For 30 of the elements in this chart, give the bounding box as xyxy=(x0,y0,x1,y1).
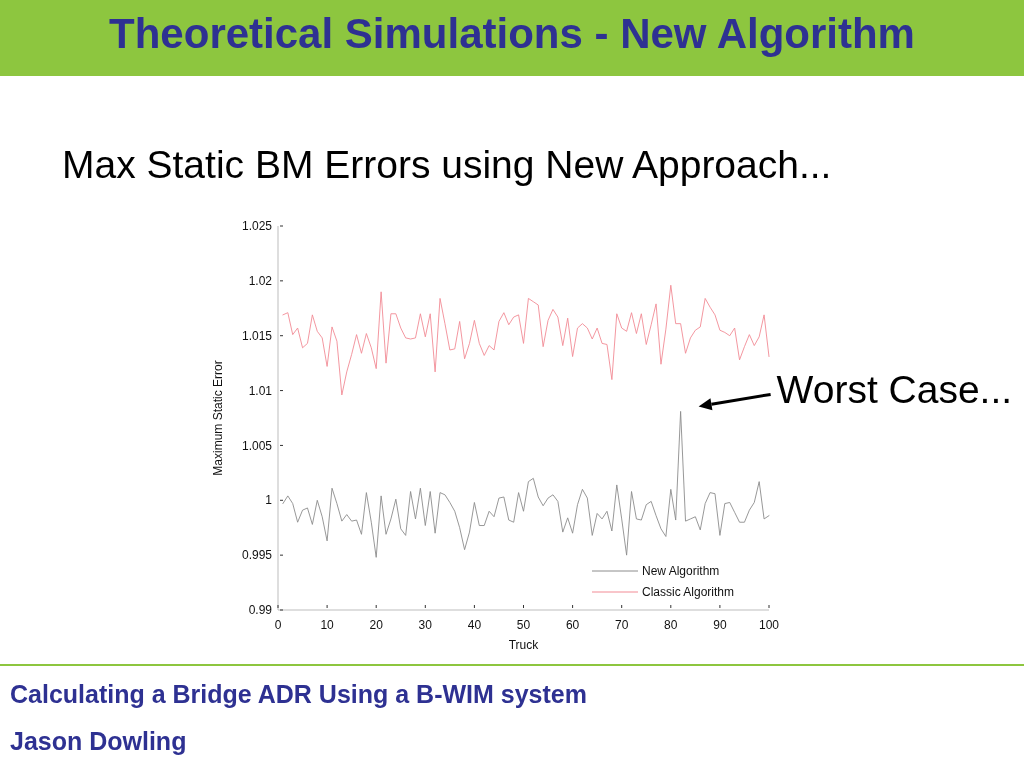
y-tick-label: 1 xyxy=(265,493,273,508)
x-tick-label: 40 xyxy=(467,618,482,632)
y-tick-label: 0.995 xyxy=(241,548,273,563)
x-tick-label: 30 xyxy=(418,618,433,632)
x-tick-label: 90 xyxy=(713,618,727,632)
y-axis-title: Maximum Static Error xyxy=(211,360,225,476)
legend-label: Classic Algorithm xyxy=(642,585,735,600)
x-tick-label: 70 xyxy=(615,618,629,632)
x-tick-label: 20 xyxy=(369,618,384,632)
x-tick-label: 60 xyxy=(565,618,580,632)
y-tick-label: 1.02 xyxy=(248,274,273,289)
x-tick-label: 80 xyxy=(664,618,678,632)
y-tick-label: 1.025 xyxy=(241,219,273,234)
text: Calculating a Bridge ADR Using a B-WIM system xyxy=(10,680,587,708)
y-tick-label: 1.015 xyxy=(241,328,273,343)
text: Jason Dowling xyxy=(10,727,187,755)
y-tick-label: 1.01 xyxy=(248,383,273,398)
chart-subtitle: Max Static BM Errors using New Approach... xyxy=(62,143,832,186)
y-tick-label: 1.005 xyxy=(241,438,273,453)
x-tick-label: 50 xyxy=(516,618,531,632)
line-series xyxy=(282,284,770,396)
x-axis-title: Truck xyxy=(508,638,540,652)
chart-title: Theoretical Simulations - New Algorithm xyxy=(109,10,915,57)
annotation: Worst Case... xyxy=(776,368,1013,412)
x-tick-label: 100 xyxy=(758,618,780,632)
x-tick-label: 0 xyxy=(274,618,282,632)
line-series xyxy=(282,410,770,558)
legend-label: New Algorithm xyxy=(642,564,720,579)
y-tick-label: 0.99 xyxy=(248,603,273,618)
x-tick-label: 10 xyxy=(320,618,335,632)
